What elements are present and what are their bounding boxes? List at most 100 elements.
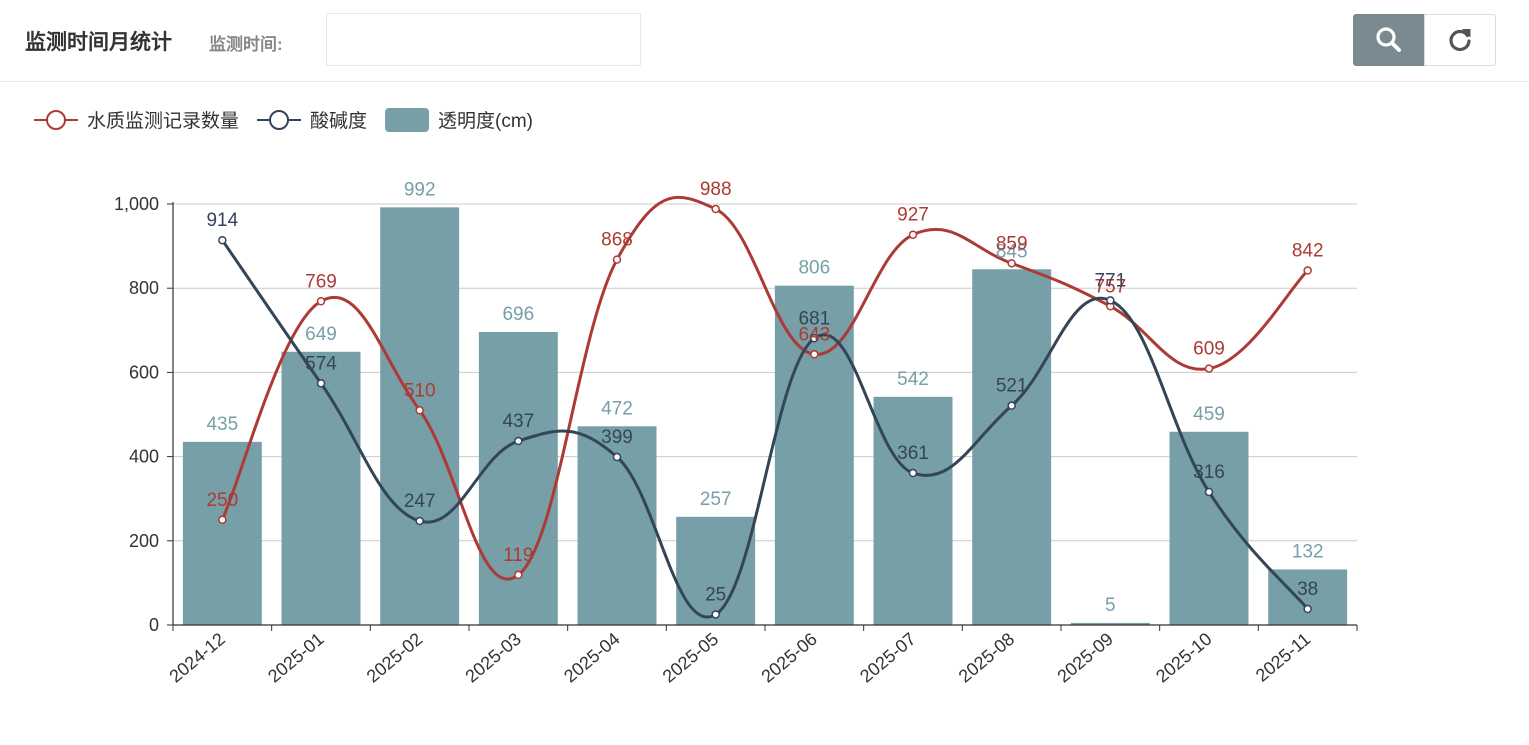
line-point (908, 468, 918, 478)
line-point (415, 406, 424, 415)
bar-value-label: 992 (404, 179, 436, 200)
line-value-label: 859 (996, 233, 1028, 254)
line-value-label: 988 (700, 179, 732, 200)
line-point (316, 297, 326, 306)
line-point (514, 570, 523, 580)
line-value-label: 25 (705, 584, 726, 605)
search-icon (1376, 27, 1401, 52)
line-value-label: 119 (503, 545, 533, 566)
line-point (1106, 296, 1115, 305)
legend-item: 透明度(cm) (385, 108, 533, 132)
data-labels: 435 649 992 696 472 257 806 542 845 5 459 132 250 769… (206, 179, 1323, 616)
line-value-label: 842 (1292, 241, 1324, 262)
line-value-label: 574 (305, 353, 337, 374)
x-tick-label: 2025-03 (461, 629, 524, 687)
y-tick-label: 800 (129, 278, 159, 298)
bar-value-label: 5 (1105, 595, 1116, 616)
y-tick-label: 1,000 (114, 194, 159, 214)
line-value-label: 510 (404, 380, 436, 401)
line-value-label: 521 (996, 376, 1028, 397)
y-tick-label: 600 (129, 362, 159, 382)
legend-circle-symbol (46, 110, 66, 130)
line-point (1007, 401, 1016, 410)
date-filter-input[interactable] (326, 13, 641, 66)
line-value-label: 399 (601, 427, 633, 448)
line-point (612, 255, 622, 264)
bar (676, 516, 756, 625)
bar-value-label: 696 (502, 304, 534, 325)
line-point (1204, 487, 1214, 497)
bar-value-label: 806 (798, 258, 830, 279)
bar-value-label: 257 (700, 489, 732, 510)
line-point (1303, 266, 1312, 275)
x-tick-label: 2025-11 (1252, 629, 1314, 686)
line-value-label: 769 (305, 271, 337, 292)
x-tick-label: 2025-07 (856, 629, 919, 687)
legend-item: 酸碱度 (257, 110, 367, 132)
legend-bar-symbol (385, 108, 430, 132)
line-value-label: 609 (1193, 339, 1225, 360)
refresh-button[interactable] (1424, 14, 1496, 66)
line-value-label: 771 (1094, 270, 1126, 291)
bar (281, 351, 361, 625)
search-button[interactable] (1353, 14, 1425, 66)
legend: 水质监测记录数量 酸碱度 透明度(cm) (34, 108, 533, 132)
line-point (1303, 604, 1312, 614)
series-line (221, 239, 1309, 619)
x-tick-label: 2025-02 (363, 629, 426, 687)
grid-lines (173, 203, 1357, 542)
bar-value-label: 649 (305, 324, 337, 345)
line-value-label: 757 (1094, 276, 1126, 297)
x-tick-label: 2024-12 (165, 629, 228, 687)
line-value-label: 437 (502, 411, 534, 432)
y-tick-label: 0 (149, 615, 159, 635)
x-tick-label: 2025-09 (1053, 629, 1116, 687)
legend-circle-symbol (269, 110, 290, 130)
line-point (908, 230, 918, 239)
bar-value-label: 542 (897, 369, 929, 390)
line-value-label: 250 (206, 490, 238, 511)
legend-label: 酸碱度 (310, 110, 367, 132)
bar (1268, 569, 1348, 625)
x-tick-label: 2025-08 (955, 629, 1018, 687)
line-value-label: 38 (1297, 579, 1318, 600)
line-value-label: 361 (897, 443, 929, 464)
bar (182, 441, 262, 625)
line-value-label: 868 (601, 230, 633, 251)
y-tick-label: 400 (129, 447, 159, 467)
line-point (711, 204, 720, 214)
line-value-label: 643 (798, 324, 830, 345)
bar (873, 396, 953, 625)
x-tick-label: 2025-01 (264, 629, 327, 687)
line-series (218, 195, 1312, 619)
x-tick-label: 2025-05 (659, 629, 722, 687)
line-value-label: 914 (206, 210, 238, 231)
bar-value-label: 132 (1292, 541, 1324, 562)
line-value-label: 927 (897, 205, 929, 226)
line-point (415, 516, 424, 526)
line-point (1204, 364, 1214, 373)
bar-value-label: 472 (601, 398, 633, 419)
x-tick-label: 2025-06 (757, 629, 820, 687)
bar-value-label: 435 (206, 414, 238, 435)
toolbar: 监测时间月统计 监测时间: (0, 0, 1529, 82)
legend-label: 透明度(cm) (438, 110, 533, 132)
line-point (218, 235, 227, 245)
line-value-label: 681 (798, 308, 830, 329)
filter-label: 监测时间: (209, 35, 283, 54)
bar (1070, 622, 1150, 625)
line-point (514, 436, 523, 446)
line-point (316, 379, 326, 388)
legend-label: 水质监测记录数量 (87, 110, 239, 132)
legend-item: 水质监测记录数量 (34, 110, 239, 132)
line-point (810, 350, 819, 359)
y-tick-label: 200 (129, 531, 159, 551)
refresh-icon (1449, 29, 1471, 52)
bar (1169, 431, 1249, 625)
x-tick-label: 2025-10 (1152, 629, 1215, 687)
bar (380, 207, 460, 626)
line-value-label: 247 (404, 491, 436, 512)
page-title: 监测时间月统计 (25, 31, 172, 54)
line-value-label: 316 (1193, 462, 1225, 483)
bar-value-label: 845 (996, 241, 1028, 262)
